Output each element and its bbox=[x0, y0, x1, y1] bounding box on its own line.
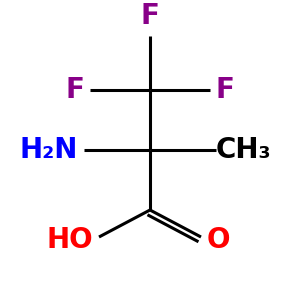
Text: CH₃: CH₃ bbox=[216, 136, 272, 164]
Text: F: F bbox=[141, 2, 159, 30]
Text: F: F bbox=[65, 76, 84, 104]
Text: F: F bbox=[216, 76, 235, 104]
Text: HO: HO bbox=[46, 226, 93, 254]
Text: O: O bbox=[207, 226, 230, 254]
Text: H₂N: H₂N bbox=[20, 136, 78, 164]
